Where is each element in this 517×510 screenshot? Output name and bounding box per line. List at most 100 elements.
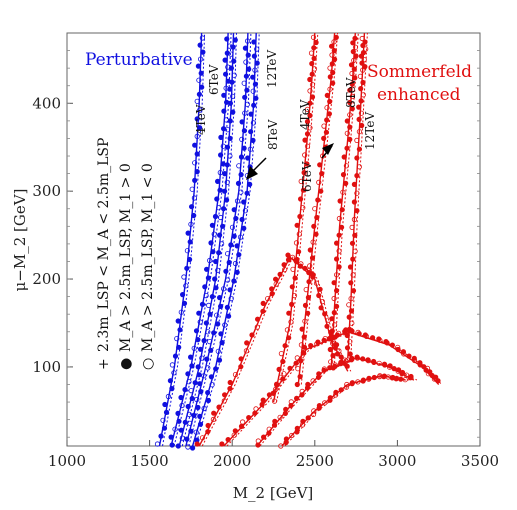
scatter-point [209,222,215,228]
scatter-point [360,356,366,362]
scatter-point [220,161,226,167]
scatter-point [308,50,315,56]
scatter-point [192,177,198,183]
scatter-point [363,46,369,52]
scatter-point [232,260,239,267]
scatter-point [266,430,272,436]
scatter-point [175,318,181,324]
curve-label-12tev-blue: 12TeV [265,50,279,88]
scatter-point [354,208,360,214]
scatter-point [331,309,337,316]
scatter-point [244,190,250,196]
scatter-point [354,173,360,179]
scatter-point [205,429,211,435]
scatter-point [188,428,194,434]
scatter-point [336,215,342,222]
scatter-point [350,288,357,294]
scatter-point [233,215,239,222]
legend-text-filled: M_A > 2.5m_LSP, M_1 > 0 [118,163,134,352]
scatter-point [277,271,283,277]
scatter-point [179,402,185,409]
scatter-point [230,93,236,99]
scatter-point [287,365,293,371]
scatter-point [216,357,223,363]
scatter-point [222,188,228,194]
curve-label-12tev-red: 12TeV [363,112,377,150]
scatter-point [172,426,178,432]
scatter-point [189,186,195,192]
legend-marker-open: ○ [140,358,156,370]
scatter-point [162,401,168,408]
scatter-point [224,304,230,310]
scatter-point [228,65,234,71]
scatter-point [198,388,204,395]
scatter-point [327,365,333,371]
scatter-point [359,122,365,129]
scatter-point [234,198,241,204]
scatter-point [307,100,313,106]
scatter-point [177,327,183,333]
scatter-point [250,88,256,94]
scatter-point [196,91,202,97]
scatter-point [211,410,217,416]
scatter-point [329,316,335,322]
scatter-point [225,436,231,443]
scatter-point [286,310,292,316]
scatter-point [376,336,382,342]
scatter-point [224,144,231,150]
scatter-point [193,328,200,334]
scatter-point [194,133,200,139]
scatter-point [356,129,362,135]
scatter-point [188,354,194,360]
scatter-point [311,223,317,229]
scatter-point [289,284,295,290]
scatter-point [194,169,200,175]
scatter-point [286,335,292,341]
scatter-point [175,443,181,449]
scatter-point [354,190,360,196]
scatter-point [356,104,362,110]
scatter-point [344,363,350,369]
scatter-point [208,240,214,246]
scatter-point [318,305,324,311]
scatter-point [351,199,357,205]
scatter-point [309,255,316,261]
scatter-point [231,278,237,284]
scatter-point [215,348,221,354]
scatter-point [176,344,182,350]
scatter-point [186,379,192,385]
scatter-point [229,79,235,85]
scatter-point [200,49,206,55]
scatter-point [228,295,234,302]
scatter-point [272,386,279,393]
x-tick-label: 1500 [131,452,169,470]
scatter-point [297,213,303,220]
scatter-point [271,398,278,404]
scatter-point [288,399,294,405]
scatter-point [294,381,300,388]
scatter-point [327,346,333,353]
scatter-point [359,35,365,42]
scatter-point [219,339,225,346]
arrow-6tev-red [321,143,334,159]
scatter-point [175,410,181,416]
scatter-point [215,321,221,327]
scatter-point [187,239,193,245]
scatter-point [253,406,259,412]
scatter-point [190,445,196,451]
scatter-point [316,292,322,299]
scatter-point [199,35,205,41]
scatter-point [208,347,214,353]
scatter-point [204,356,210,362]
scatter-point [182,386,188,393]
scatter-point [238,356,244,362]
scatter-point [197,319,203,325]
scatter-point [293,395,300,401]
scatter-point [191,212,197,219]
scatter-point [194,396,200,403]
scatter-point [307,263,313,269]
y-axis-label: μ−M_2 [GeV] [11,189,29,292]
scatter-point [306,279,312,285]
scatter-point [205,275,211,281]
scatter-point [204,266,210,272]
